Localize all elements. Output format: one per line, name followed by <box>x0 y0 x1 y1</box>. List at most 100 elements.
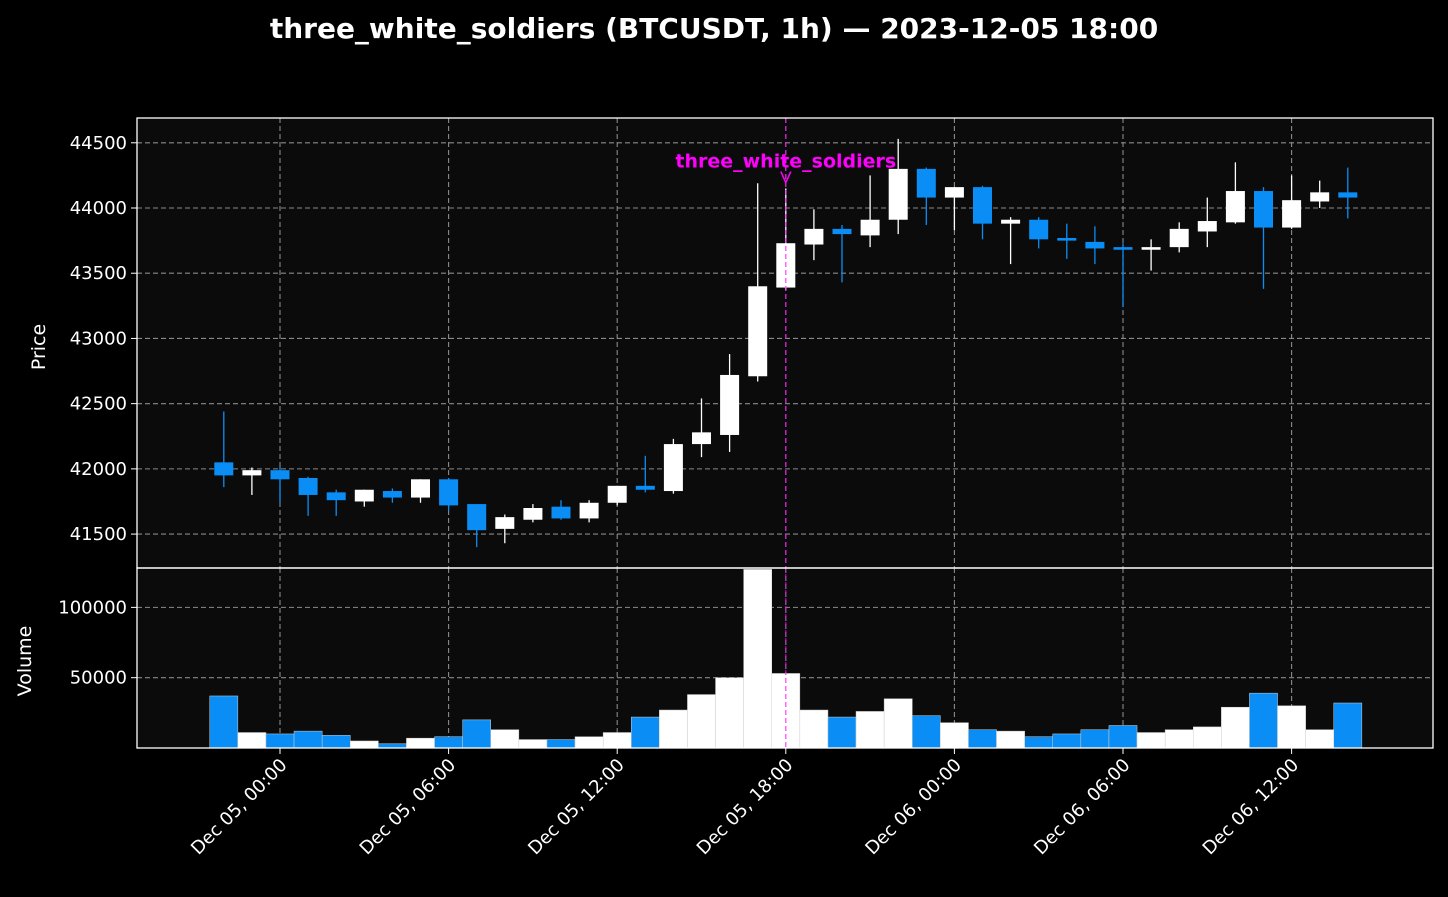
volume-bar <box>1164 729 1194 749</box>
volume-bar <box>434 736 463 749</box>
grid-lines <box>137 118 1433 748</box>
volume-bar <box>1136 732 1166 749</box>
candle-body-down <box>1057 238 1077 241</box>
volume-bar <box>883 698 913 749</box>
volume-bar <box>1249 692 1278 749</box>
volume-bar <box>1333 702 1363 749</box>
candle-body-up <box>748 286 768 377</box>
time-tick-label: Dec 06, 06:00 <box>1030 755 1134 859</box>
volume-bar <box>237 732 267 749</box>
candle-body-down <box>832 228 852 235</box>
chart-title: three_white_soldiers (BTCUSDT, 1h) — 202… <box>270 12 1158 45</box>
volume-bar <box>350 740 379 749</box>
volume-panel-frame <box>136 567 1434 749</box>
candle-body-down <box>1338 192 1358 198</box>
volume-bar <box>518 739 548 749</box>
volume-bar <box>209 695 239 749</box>
price-panel <box>137 118 1433 568</box>
volume-bar <box>1193 726 1222 749</box>
candle-body-down <box>973 187 992 224</box>
candle-body-up <box>1310 192 1330 202</box>
volume-bar <box>1277 705 1306 749</box>
candle-body-up <box>1169 228 1189 248</box>
candle-body-up <box>888 168 908 220</box>
time-tick-label: Dec 06, 12:00 <box>1199 755 1303 859</box>
time-tick-label: Dec 05, 18:00 <box>693 755 797 859</box>
candles <box>214 138 1358 548</box>
signal-annotation: three_white_soldiers <box>675 151 896 173</box>
candle-body-up <box>1282 200 1302 228</box>
volume-bar <box>715 677 744 749</box>
candle-body-down <box>467 504 487 531</box>
price-tick-label: 42000 <box>70 459 127 480</box>
volume-bar <box>546 739 576 749</box>
candle-body-down <box>214 462 234 476</box>
candle-body-up <box>411 479 430 498</box>
candle-body-down <box>1029 219 1049 240</box>
volume-bar <box>743 569 773 749</box>
price-axis-label: Price <box>28 324 50 370</box>
candle-body-down <box>1085 241 1105 249</box>
candle-body-down <box>551 506 571 519</box>
volume-bar <box>659 709 688 749</box>
signal-marker: three_white_soldiers <box>675 118 896 748</box>
candle-body-up <box>720 374 740 435</box>
volume-bar <box>490 729 520 749</box>
volume-bar <box>1052 733 1082 749</box>
candle-body-up <box>523 508 543 520</box>
volume-bar <box>940 722 969 749</box>
volume-bar <box>855 711 885 749</box>
candle-body-up <box>579 502 599 519</box>
candle-body-down <box>916 168 936 198</box>
candle-body-up <box>242 470 262 476</box>
candle-body-up <box>1001 219 1021 224</box>
time-tick-label: Dec 06, 00:00 <box>861 755 965 859</box>
candle-body-down <box>298 478 318 495</box>
volume-bar <box>1108 725 1138 749</box>
candle-body-down <box>270 470 290 480</box>
time-tick-label: Dec 05, 06:00 <box>356 755 460 859</box>
candle-body-up <box>495 517 515 529</box>
volume-tick-label: 100000 <box>58 597 127 618</box>
volume-tick-label: 50000 <box>70 668 127 689</box>
time-tick-label: Dec 05, 00:00 <box>187 755 291 859</box>
candle-body-up <box>692 432 711 445</box>
candle-body-up <box>860 219 880 236</box>
volume-bar <box>293 730 323 749</box>
volume-bar <box>1221 706 1250 749</box>
volume-bar <box>799 709 829 749</box>
candle-body-down <box>382 491 402 498</box>
price-tick-label: 42500 <box>70 394 127 415</box>
price-tick-label: 44000 <box>70 198 127 219</box>
candle-body-up <box>1141 247 1161 250</box>
candle-body-down <box>1113 247 1133 250</box>
volume-bar <box>1080 729 1110 749</box>
candle-body-up <box>944 187 964 198</box>
candle-body-down <box>326 492 346 501</box>
price-tick-label: 41500 <box>70 524 127 545</box>
candle-body-up <box>354 489 374 502</box>
volume-bar <box>462 719 491 749</box>
volume-bar <box>1305 729 1335 749</box>
candle-body-up <box>1225 191 1245 223</box>
signal-arrow-icon <box>780 171 792 185</box>
volume-bar <box>631 716 660 749</box>
volume-bar <box>265 733 295 749</box>
candle-body-down <box>635 485 655 490</box>
volume-bar <box>406 737 435 749</box>
price-tick-label: 44500 <box>70 133 127 154</box>
volume-axis-label: Volume <box>14 626 36 697</box>
volume-bar <box>574 736 604 749</box>
price-tick-label: 43000 <box>70 328 127 349</box>
time-tick-label: Dec 05, 12:00 <box>524 755 628 859</box>
candle-body-down <box>439 479 459 506</box>
candle-body-down <box>1254 191 1273 228</box>
volume-bar <box>602 732 632 749</box>
volume-bars <box>209 569 1363 749</box>
volume-bar <box>996 730 1025 749</box>
volume-bar <box>1024 736 1054 749</box>
volume-bar <box>687 694 716 749</box>
volume-bar <box>827 716 857 749</box>
candle-body-up <box>1197 221 1217 232</box>
